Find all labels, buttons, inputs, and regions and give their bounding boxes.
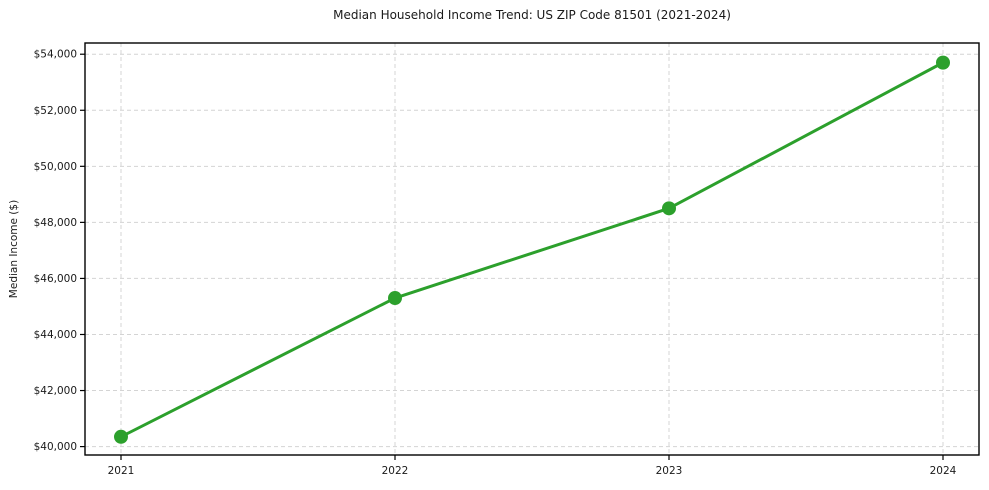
- chart-title: Median Household Income Trend: US ZIP Co…: [333, 8, 731, 22]
- x-tick-label: 2022: [382, 465, 409, 477]
- axes-spines: [84, 42, 980, 456]
- x-tick-label: 2023: [656, 465, 683, 477]
- income-line-series: [119, 61, 945, 439]
- data-point-2022: [388, 291, 402, 306]
- data-point-2023: [662, 201, 676, 216]
- y-tick-label: $54,000: [34, 49, 77, 61]
- y-tick-label: $40,000: [34, 441, 77, 453]
- x-tick-label: 2024: [930, 465, 957, 477]
- y-tick-label: $52,000: [34, 105, 77, 117]
- x-tick-label: 2021: [108, 465, 135, 477]
- y-tick-label: $46,000: [34, 273, 77, 285]
- data-point-2021: [114, 429, 128, 444]
- y-tick-label: $44,000: [34, 329, 77, 341]
- y-tick-label: $50,000: [34, 161, 77, 173]
- y-axis-title: Median Income ($): [8, 199, 20, 299]
- data-point-2024: [936, 55, 950, 70]
- y-tick-label: $42,000: [34, 385, 77, 397]
- y-tick-label: $48,000: [34, 217, 77, 229]
